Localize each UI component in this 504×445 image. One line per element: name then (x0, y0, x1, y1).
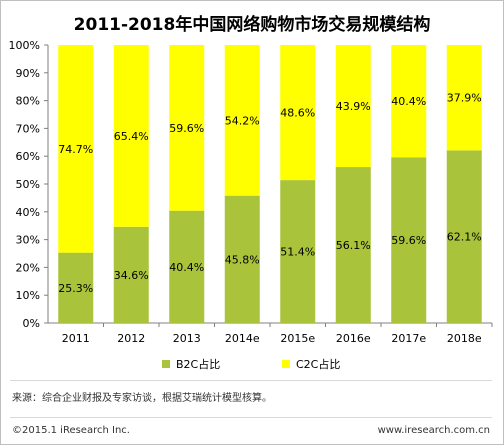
legend-swatch-b2c (162, 360, 170, 368)
data-label: 65.4% (114, 130, 149, 143)
y-tick-label: 50% (16, 178, 40, 191)
y-tick-label: 0% (23, 317, 40, 330)
y-tick-label: 20% (16, 261, 40, 274)
data-label: 34.6% (114, 269, 149, 282)
y-tick-label: 40% (16, 206, 40, 219)
data-label: 40.4% (169, 261, 204, 274)
bar-b2c (113, 226, 149, 323)
x-tick-label: 2014e (225, 332, 260, 345)
x-tick-label: 2012 (117, 332, 145, 345)
x-tick-label: 2018e (447, 332, 482, 345)
bar-b2c (224, 195, 260, 323)
x-tick-label: 2015e (280, 332, 315, 345)
bar-b2c (335, 167, 371, 323)
y-tick-label: 30% (16, 234, 40, 247)
y-tick-label: 10% (16, 289, 40, 302)
bar-b2c (169, 210, 205, 323)
x-tick-label: 2013 (173, 332, 201, 345)
legend-item-c2c: C2C占比 (282, 356, 340, 372)
data-label: 56.1% (336, 239, 371, 252)
data-label: 59.6% (391, 234, 426, 247)
bar-c2c (113, 45, 149, 227)
x-tick-label: 2011 (62, 332, 90, 345)
bar-b2c (58, 252, 94, 323)
y-tick-label: 70% (16, 122, 40, 135)
data-label: 48.6% (280, 107, 315, 120)
chart-title: 2011-2018年中国网络购物市场交易规模结构 (73, 15, 431, 35)
y-tick-label: 80% (16, 95, 40, 108)
data-label: 43.9% (336, 100, 371, 113)
website-text: www.iresearch.com.cn (377, 425, 490, 436)
data-label: 74.7% (58, 143, 93, 156)
bar-b2c (391, 157, 427, 323)
footer-divider (10, 417, 492, 418)
bar-c2c (280, 45, 316, 181)
bar-b2c (280, 180, 316, 323)
legend-item-b2c: B2C占比 (162, 356, 220, 372)
legend-label-c2c: C2C占比 (296, 358, 341, 371)
bar-c2c (335, 45, 371, 168)
bar-c2c (391, 45, 427, 158)
source-divider (10, 380, 492, 381)
legend-swatch-c2c (282, 360, 290, 368)
source-note: 来源：综合企业财报及专家访谈，根据艾瑞统计模型核算。 (12, 393, 272, 404)
data-label: 62.1% (447, 231, 482, 244)
data-label: 54.2% (225, 114, 260, 127)
copyright-text: ©2015.1 iResearch Inc. (12, 425, 130, 436)
data-label: 37.9% (447, 92, 482, 105)
bar-c2c (58, 45, 94, 253)
legend-label-b2c: B2C占比 (176, 358, 221, 371)
bar-c2c (169, 45, 205, 211)
data-label: 25.3% (58, 282, 93, 295)
bar-c2c (446, 45, 482, 151)
bar-c2c (224, 45, 260, 196)
x-tick-label: 2017e (391, 332, 426, 345)
x-tick-label: 2016e (336, 332, 371, 345)
data-label: 45.8% (225, 253, 260, 266)
y-tick-label: 100% (9, 39, 40, 52)
data-label: 59.6% (169, 122, 204, 135)
data-label: 51.4% (280, 246, 315, 259)
bar-b2c (446, 150, 482, 323)
y-tick-label: 90% (16, 67, 40, 80)
data-label: 40.4% (391, 95, 426, 108)
y-tick-label: 60% (16, 150, 40, 163)
